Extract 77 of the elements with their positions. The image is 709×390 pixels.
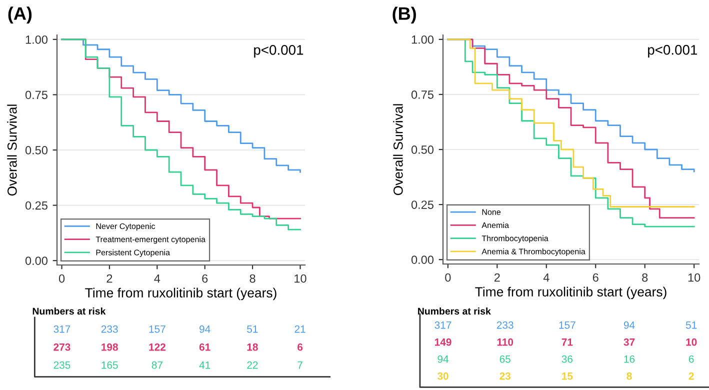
text: 51 [686,322,697,329]
text: 16 [624,355,635,363]
x-tick-label: 0 [58,274,65,283]
legend-label: Anemia [482,222,509,228]
text: 157 [149,326,166,333]
chart-title: (B) [392,6,416,24]
text: 15 [562,372,573,380]
x-tick-label: 8 [250,274,256,283]
text: 41 [199,362,210,369]
x-tick-label: 2 [494,273,500,282]
text: Numbers at risk [418,307,491,315]
text: 273 [54,343,70,351]
y-tick-label: 1.00 [412,35,434,44]
y-tick-label: 1.00 [26,35,48,44]
y-axis-title: Overall Survival [7,104,17,196]
text: 122 [149,343,166,351]
x-axis-title: Time from ruxolitinib start (years) [475,286,666,300]
text: Numbers at risk [32,307,106,315]
text: 71 [562,338,573,346]
text: 2 [688,372,694,380]
legend-label: None [482,209,501,215]
y-tick-label: 0.50 [25,146,48,154]
y-tick-label: 0.25 [411,200,434,209]
text: 7 [298,362,302,369]
x-tick-label: 4 [154,274,160,283]
text: 149 [434,338,452,346]
legend-label: Persistent Cytopenia [96,249,170,257]
text: 198 [102,343,118,351]
text: 30 [437,372,448,380]
text: 65 [500,355,510,363]
x-tick-label: 10 [688,273,700,282]
x-axis-title: Time from ruxolitinib start (years) [85,288,276,300]
text: 235 [54,361,70,369]
text: 94 [438,355,448,363]
text: 233 [496,321,514,329]
x-tick-label: 6 [202,274,208,283]
text: 94 [624,321,635,329]
text: 37 [624,338,635,346]
text: 317 [434,321,452,329]
text: 61 [199,343,210,351]
text: 110 [497,338,514,346]
text: 165 [102,361,118,369]
x-tick-label: 2 [106,274,112,283]
y-tick-label: 0.75 [411,90,434,99]
y-tick-label: 0.50 [411,146,434,154]
legend-label: Treatment-emergent cytopenia [96,236,206,244]
text: 233 [101,325,118,333]
y-tick-label: 0.25 [25,201,48,210]
legend-label: Thrombocytopenia [482,235,548,243]
x-tick-label: 6 [592,273,598,282]
y-axis-title: Overall Survival [393,104,403,196]
x-tick-label: 10 [294,274,306,283]
text: 6 [298,343,303,351]
text: 8 [626,372,632,380]
legend-label: Never Cytopenic [96,223,155,231]
text: 157 [559,322,576,329]
x-tick-label: 4 [543,273,550,282]
text: 94 [200,325,210,333]
annotation: p<0.001 [648,44,698,58]
text: 23 [500,372,510,380]
text: 22 [247,361,258,369]
y-tick-label: 0.75 [25,90,48,100]
annotation: p<0.001 [254,44,304,58]
text: 317 [54,325,70,333]
text: 21 [294,325,306,333]
y-tick-label: 0.00 [411,256,434,264]
text: 87 [152,361,162,369]
text: 51 [247,326,258,333]
x-tick-label: 8 [642,273,648,282]
y-tick-label: 0.00 [25,256,48,265]
text: 10 [686,338,697,346]
text: 6 [688,355,694,363]
x-tick-label: 0 [445,273,451,282]
legend-label: Anemia & Thrombocytopenia [482,248,586,256]
text: 18 [247,343,258,351]
chart-title: (A) [8,6,32,24]
text: 36 [562,355,572,363]
